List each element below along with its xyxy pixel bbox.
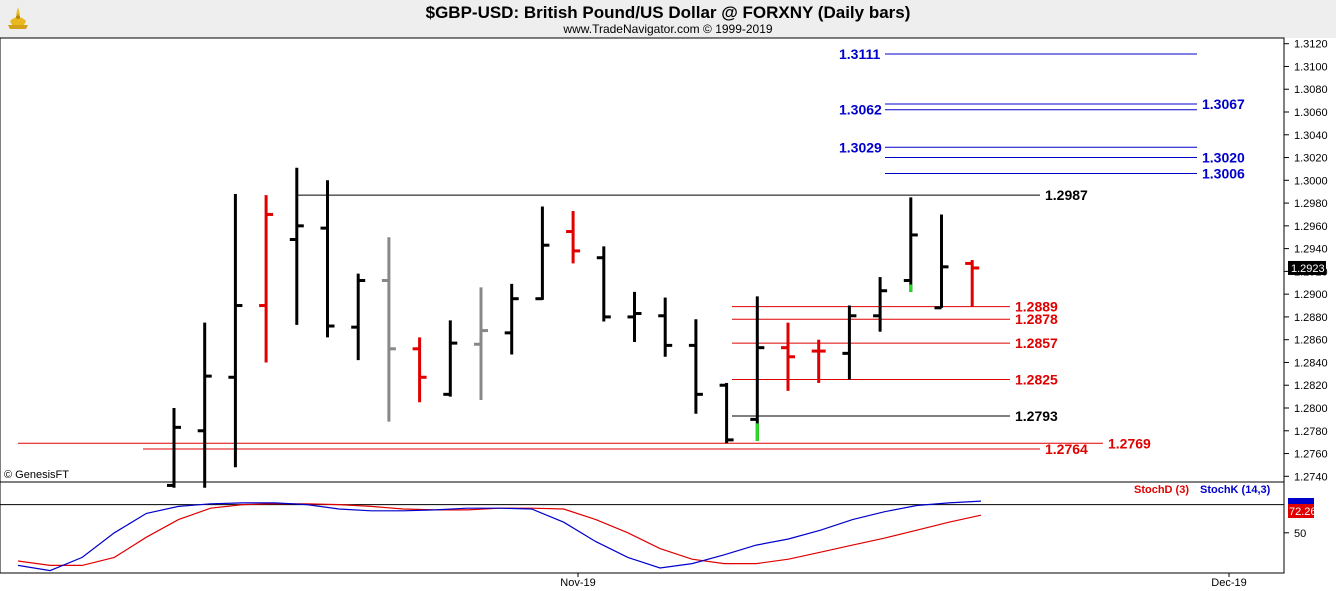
ohlc-bar	[443, 320, 458, 397]
ohlc-bar	[627, 291, 642, 342]
x-tick-label: Nov-19	[560, 577, 595, 589]
x-tick-label: Dec-19	[1211, 577, 1246, 589]
ohlc-bar	[873, 277, 888, 332]
ohlc-bar	[934, 214, 949, 310]
ohlc-bar	[658, 297, 673, 357]
ohlc-bar	[167, 408, 181, 488]
stoch-legend-k: StochK (14,3)	[1200, 484, 1271, 496]
ohlc-bar	[903, 197, 918, 292]
chart-header: $GBP-USD: British Pound/US Dollar @ FORX…	[0, 0, 1336, 38]
ohlc-bar	[289, 167, 304, 325]
price-panel-frame	[0, 37, 1285, 483]
ohlc-bar	[688, 319, 703, 414]
level-label: 1.2889	[1015, 299, 1058, 315]
y-tick-label: 1.3080	[1294, 84, 1328, 96]
y-tick-label: 1.3020	[1294, 153, 1328, 165]
genesis-lamp-icon	[8, 7, 28, 29]
level-label: 1.3062	[839, 102, 882, 118]
ohlc-bar	[842, 305, 857, 380]
ohlc-bar	[566, 211, 581, 264]
ohlc-bar	[197, 322, 212, 488]
y-tick-label: 1.2880	[1294, 312, 1328, 324]
level-label: 1.3111	[839, 46, 880, 62]
y-tick-label: 1.2980	[1294, 198, 1328, 210]
level-label: 1.3067	[1202, 96, 1245, 112]
genesis-credit: © GenesisFT	[4, 469, 69, 481]
level-label: 1.2857	[1015, 335, 1058, 351]
level-label: 1.2825	[1015, 372, 1058, 388]
chart-title: $GBP-USD: British Pound/US Dollar @ FORX…	[425, 3, 911, 22]
stoch-legend-d: StochD (3)	[1134, 484, 1189, 496]
stoch-y-tick-label: 50	[1294, 528, 1306, 540]
ohlc-bar	[504, 283, 519, 355]
level-label: 1.2987	[1045, 187, 1088, 203]
ohlc-bar	[719, 382, 734, 444]
ohlc-bar	[474, 287, 488, 401]
level-label: 1.2764	[1045, 441, 1088, 457]
level-label: 1.2769	[1108, 435, 1151, 451]
y-tick-label: 1.2840	[1294, 357, 1328, 369]
ohlc-bar	[750, 296, 765, 442]
stoch-value-label: 72.26	[1289, 506, 1317, 518]
y-tick-label: 1.3100	[1294, 61, 1328, 73]
y-tick-label: 1.2760	[1294, 449, 1328, 461]
ohlc-bar	[259, 195, 274, 363]
ohlc-bar	[781, 322, 795, 391]
y-tick-label: 1.2940	[1294, 244, 1328, 256]
y-tick-label: 1.2820	[1294, 380, 1328, 392]
ohlc-bar	[381, 237, 396, 422]
y-tick-label: 1.2740	[1294, 471, 1328, 483]
current-price-box	[1288, 260, 1326, 275]
y-tick-label: 1.2900	[1294, 289, 1328, 301]
y-tick-label: 1.3000	[1294, 175, 1328, 187]
y-tick-label: 1.3040	[1294, 130, 1328, 142]
level-label: 1.3020	[1202, 150, 1245, 166]
stoch-series-line	[17, 500, 982, 572]
level-label: 1.3006	[1202, 165, 1245, 181]
ohlc-bar	[535, 206, 550, 301]
level-label: 1.2793	[1015, 408, 1058, 424]
y-tick-label: 1.2780	[1294, 426, 1328, 438]
ohlc-bar	[228, 193, 243, 468]
stoch-value-box	[1288, 504, 1314, 518]
current-price-label: 1.2923	[1291, 263, 1325, 275]
ohlc-bar	[320, 180, 335, 338]
ohlc-bar	[596, 246, 611, 322]
y-tick-label: 1.2960	[1294, 221, 1328, 233]
y-tick-label: 1.2860	[1294, 335, 1328, 347]
y-tick-label: 1.3120	[1294, 39, 1328, 51]
ohlc-bar	[412, 337, 427, 403]
ohlc-bar	[811, 339, 826, 383]
level-label: 1.3029	[839, 139, 882, 155]
stoch-value-marker-blue	[1288, 498, 1314, 504]
level-label: 1.2878	[1015, 311, 1058, 327]
ohlc-bar	[351, 273, 366, 361]
ohlc-bar	[965, 260, 980, 307]
chart-subtitle: www.TradeNavigator.com © 1999-2019	[563, 22, 773, 36]
stoch-series-line	[17, 503, 982, 567]
y-tick-label: 1.3060	[1294, 107, 1328, 119]
stoch-panel-frame	[0, 481, 1285, 574]
y-tick-label: 1.2800	[1294, 403, 1328, 415]
